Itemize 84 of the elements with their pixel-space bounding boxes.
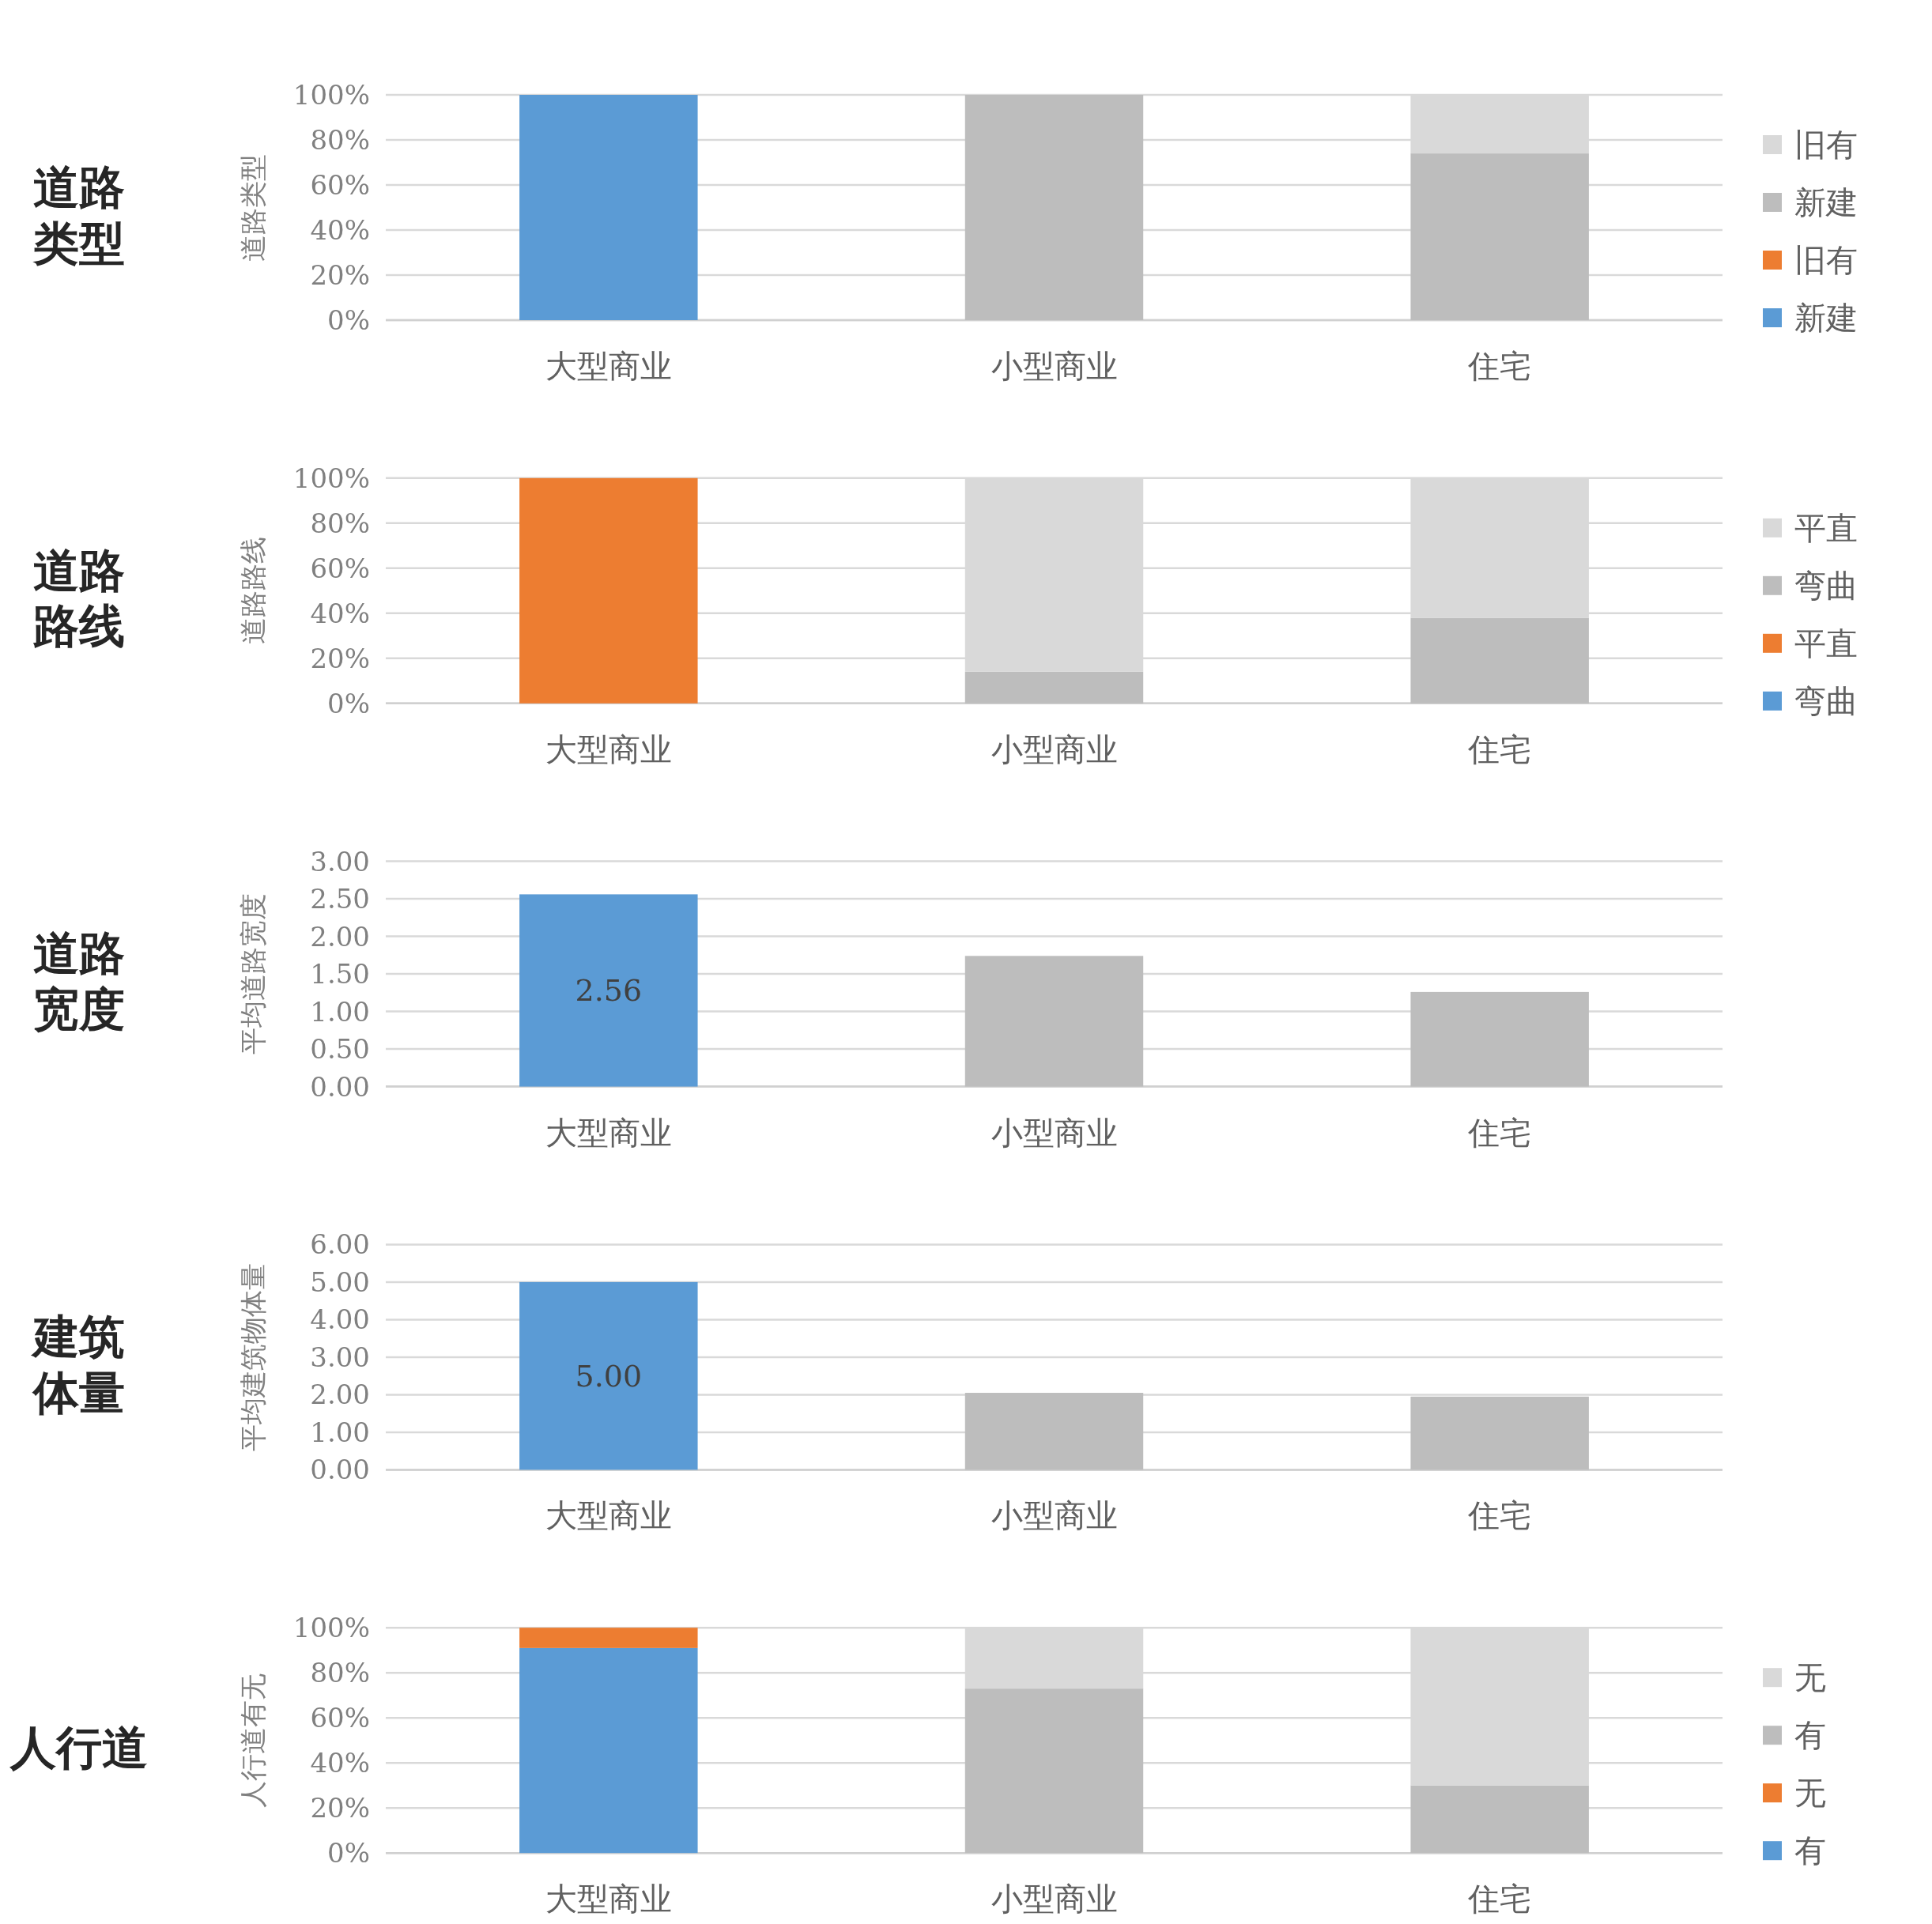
text: 道路路线 <box>32 542 126 655</box>
y-tick-label: 100% <box>292 79 370 111</box>
y-tick-label: 100% <box>292 1612 370 1644</box>
bar <box>1410 1396 1589 1470</box>
y-tick-label: 80% <box>310 507 370 539</box>
x-tick-label: 大型商业 <box>545 1497 672 1534</box>
y-tick-label: 1.00 <box>310 1416 370 1448</box>
bar <box>1410 991 1589 1087</box>
bar <box>519 894 698 1087</box>
data-label: 2.56 <box>575 973 643 1008</box>
y-tick-label: 1.50 <box>310 958 370 990</box>
legend-label: 新建 <box>1794 184 1858 221</box>
y-tick-label: 80% <box>310 1657 370 1689</box>
text: 道路宽度 <box>32 926 126 1038</box>
bar <box>1410 1785 1589 1854</box>
bar <box>1410 617 1589 704</box>
y-tick-label: 2.00 <box>310 1379 370 1411</box>
x-tick-label: 大型商业 <box>545 730 672 768</box>
y-tick-label: 0.00 <box>310 1454 370 1486</box>
y-axis-title: 道路路线 <box>237 537 269 645</box>
x-tick-label: 小型商业 <box>991 730 1118 768</box>
y-tick-label: 40% <box>310 214 370 246</box>
x-tick-label: 小型商业 <box>991 1497 1118 1534</box>
legend-label: 无 <box>1794 1775 1826 1812</box>
bar <box>519 1628 698 1648</box>
y-axis-title: 平均建筑物体量 <box>237 1262 269 1451</box>
y-tick-label: 0.00 <box>310 1070 370 1103</box>
y-axis-title: 平均道路宽度 <box>237 893 269 1055</box>
y-tick-label: 80% <box>310 124 370 156</box>
y-tick-label: 2.00 <box>310 920 370 953</box>
y-tick-label: 40% <box>310 597 370 629</box>
legend-label: 弯曲 <box>1794 682 1858 719</box>
x-tick-label: 住宅 <box>1467 730 1532 768</box>
legend-label: 无 <box>1794 1659 1826 1696</box>
legend-label: 旧有 <box>1794 126 1858 163</box>
bar <box>519 1647 698 1854</box>
text: 道路类型 <box>32 159 126 272</box>
x-tick-label: 大型商业 <box>545 348 672 384</box>
y-tick-label: 100% <box>292 462 370 494</box>
y-tick-label: 60% <box>310 169 370 201</box>
y-tick-label: 0% <box>327 1837 370 1869</box>
y-tick-label: 60% <box>310 1702 370 1734</box>
legend-label: 平直 <box>1794 509 1858 546</box>
legend-label: 平直 <box>1794 624 1858 662</box>
x-tick-label: 住宅 <box>1467 348 1532 384</box>
data-label: 5.00 <box>575 1358 643 1394</box>
y-tick-label: 20% <box>310 642 370 674</box>
y-tick-label: 0.50 <box>310 1033 370 1066</box>
bar <box>519 1281 698 1470</box>
x-tick-label: 大型商业 <box>545 1881 672 1918</box>
text: 人行道 <box>9 1720 149 1777</box>
legend-label: 新建 <box>1794 300 1858 336</box>
bar <box>964 1393 1144 1470</box>
y-tick-label: 6.00 <box>310 1228 370 1261</box>
y-tick-label: 0% <box>327 687 370 719</box>
x-tick-label: 小型商业 <box>991 1114 1118 1151</box>
x-tick-label: 住宅 <box>1467 1881 1532 1918</box>
bar <box>519 477 698 704</box>
text: 建筑体量 <box>31 1309 126 1421</box>
legend-label: 旧有 <box>1794 242 1858 278</box>
legend-label: 弯曲 <box>1794 567 1858 604</box>
y-tick-label: 1.00 <box>310 995 370 1028</box>
bar <box>964 671 1144 704</box>
bar <box>964 956 1144 1087</box>
y-tick-label: 20% <box>310 1792 370 1824</box>
y-tick-label: 0% <box>327 304 370 336</box>
y-tick-label: 3.00 <box>310 1341 370 1373</box>
y-tick-label: 20% <box>310 259 370 291</box>
x-tick-label: 小型商业 <box>991 348 1118 384</box>
bar <box>964 1688 1144 1854</box>
x-tick-label: 住宅 <box>1467 1497 1532 1534</box>
y-tick-label: 60% <box>310 552 370 584</box>
y-tick-label: 3.00 <box>310 845 370 877</box>
y-tick-label: 40% <box>310 1747 370 1779</box>
x-tick-label: 小型商业 <box>991 1881 1118 1918</box>
y-tick-label: 4.00 <box>310 1303 370 1336</box>
x-tick-label: 住宅 <box>1467 1114 1532 1151</box>
y-axis-title: 道路类型 <box>237 153 269 262</box>
y-axis-title: 人行道有无 <box>237 1673 269 1808</box>
y-tick-label: 5.00 <box>310 1266 370 1298</box>
legend-label: 有 <box>1794 1717 1826 1754</box>
x-tick-label: 大型商业 <box>545 1114 672 1151</box>
y-tick-label: 2.50 <box>310 883 370 915</box>
legend-label: 有 <box>1794 1832 1826 1869</box>
